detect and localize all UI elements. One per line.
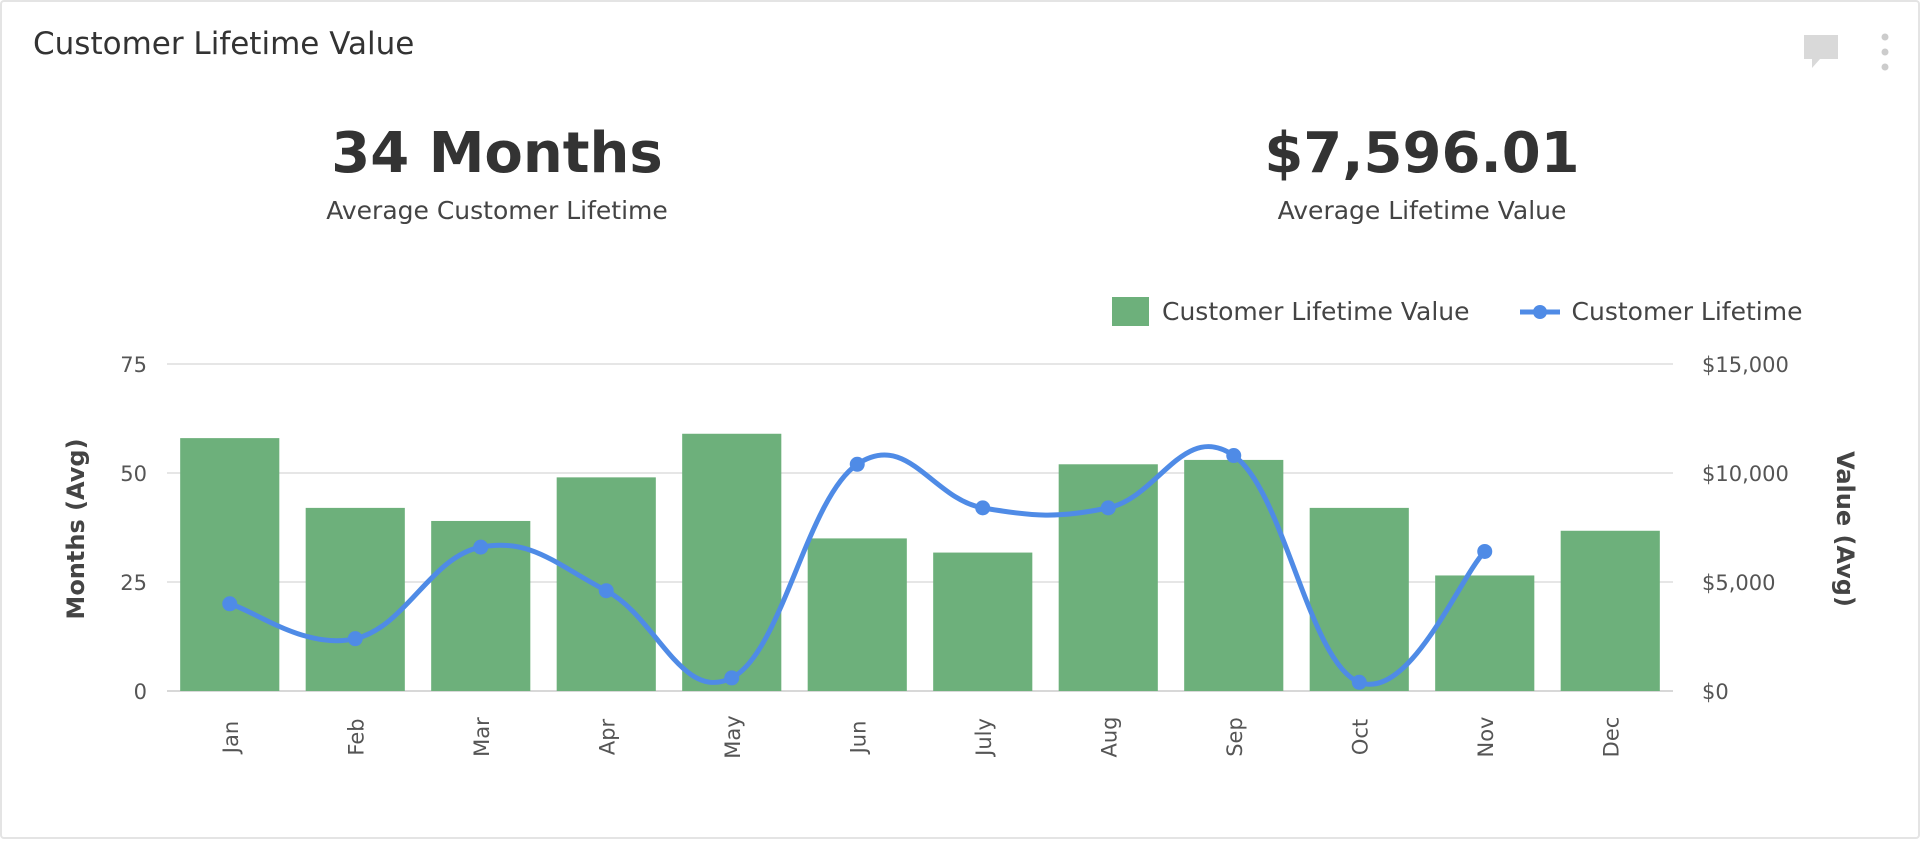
lifetime-point[interactable] <box>849 456 865 472</box>
x-tick-label: Apr <box>595 718 619 755</box>
more-vertical-icon[interactable] <box>1880 32 1890 76</box>
bar-dec[interactable] <box>1560 530 1660 691</box>
left-tick-label: 0 <box>134 680 147 704</box>
right-tick-label: $0 <box>1702 680 1729 704</box>
x-tick-label: Mar <box>470 717 494 757</box>
legend-swatch-bar <box>1112 297 1149 326</box>
widget-title: Customer Lifetime Value <box>33 26 415 62</box>
lifetime-point[interactable] <box>1351 674 1367 690</box>
bar-may[interactable] <box>682 433 782 691</box>
bar-july[interactable] <box>933 552 1033 691</box>
x-tick-label: Oct <box>1348 719 1372 755</box>
lifetime-point[interactable] <box>347 631 363 647</box>
bar-feb[interactable] <box>305 507 405 691</box>
x-tick-label: Jun <box>846 721 870 756</box>
kpi-lifetime-value: $7,596.01 Average Lifetime Value <box>1122 121 1722 226</box>
right-axis-title: Value (Avg) <box>1831 451 1859 607</box>
bar-aug[interactable] <box>1058 464 1158 691</box>
lifetime-point[interactable] <box>473 539 489 555</box>
bar-nov[interactable] <box>1435 575 1535 691</box>
right-tick-label: $5,000 <box>1702 571 1775 595</box>
x-tick-label: Aug <box>1097 716 1121 757</box>
bar-jun[interactable] <box>807 538 907 691</box>
lifetime-point[interactable] <box>975 500 991 516</box>
lifetime-point[interactable] <box>598 583 614 599</box>
kpi-label: Average Lifetime Value <box>1277 196 1567 225</box>
left-tick-label: 75 <box>120 353 147 377</box>
legend-item-lifetime[interactable]: Customer Lifetime <box>1571 297 1803 326</box>
bar-oct[interactable] <box>1309 507 1409 691</box>
x-tick-label: July <box>972 718 996 758</box>
lifetime-point[interactable] <box>724 670 740 686</box>
kpi-value: 34 Months <box>331 121 663 186</box>
left-axis-title: Months (Avg) <box>62 438 90 619</box>
right-tick-label: $15,000 <box>1702 353 1789 377</box>
left-tick-label: 50 <box>120 462 147 486</box>
bar-mar[interactable] <box>431 520 531 691</box>
lifetime-point[interactable] <box>1100 500 1116 516</box>
kpi-customer-lifetime: 34 Months Average Customer Lifetime <box>197 121 797 226</box>
legend-item-value[interactable]: Customer Lifetime Value <box>1162 297 1470 326</box>
comment-icon[interactable] <box>1802 33 1840 75</box>
lifetime-point[interactable] <box>222 596 238 612</box>
lifetime-line <box>228 444 1487 687</box>
x-tick-label: Feb <box>344 718 368 755</box>
x-tick-label: Dec <box>1599 717 1623 758</box>
kpi-label: Average Customer Lifetime <box>326 196 668 225</box>
bar-sep[interactable] <box>1184 459 1284 691</box>
bar-apr[interactable] <box>556 477 656 691</box>
x-tick-label: Nov <box>1474 717 1498 758</box>
kpi-value: $7,596.01 <box>1264 121 1580 186</box>
right-tick-label: $10,000 <box>1702 462 1789 486</box>
legend-swatch-line <box>1519 304 1560 319</box>
lifetime-point[interactable] <box>1477 543 1493 559</box>
chart-legend: Customer Lifetime Value Customer Lifetim… <box>1112 297 1802 326</box>
x-tick-label: Jan <box>219 721 243 755</box>
left-tick-label: 25 <box>120 571 147 595</box>
bar-jan[interactable] <box>180 438 280 691</box>
lifetime-point[interactable] <box>1226 448 1242 464</box>
x-tick-label: Sep <box>1223 717 1247 757</box>
x-tick-label: May <box>721 715 745 758</box>
